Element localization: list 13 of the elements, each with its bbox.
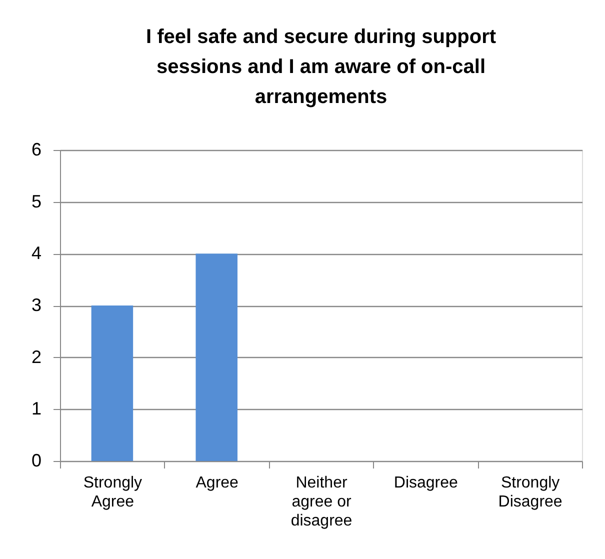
- chart-title: I feel safe and secure during support sessions and I am aware of on-call arrangements: [146, 26, 496, 108]
- y-tick-label: 3: [31, 295, 42, 315]
- x-tick-label: Strongly Disagree: [498, 474, 562, 510]
- x-tick-label: Strongly Agree: [83, 474, 142, 510]
- x-tick-label: Neither agree or disagree: [290, 474, 352, 530]
- y-tick-label: 2: [31, 346, 42, 367]
- x-tick-label: Agree: [196, 474, 239, 492]
- y-tick-label: 0: [31, 450, 42, 470]
- x-tick-label: Disagree: [394, 474, 458, 492]
- y-tick-label: 1: [31, 398, 42, 419]
- y-tick-label: 4: [31, 243, 42, 264]
- y-tick-label: 6: [31, 140, 42, 160]
- y-tick-label: 5: [31, 191, 42, 212]
